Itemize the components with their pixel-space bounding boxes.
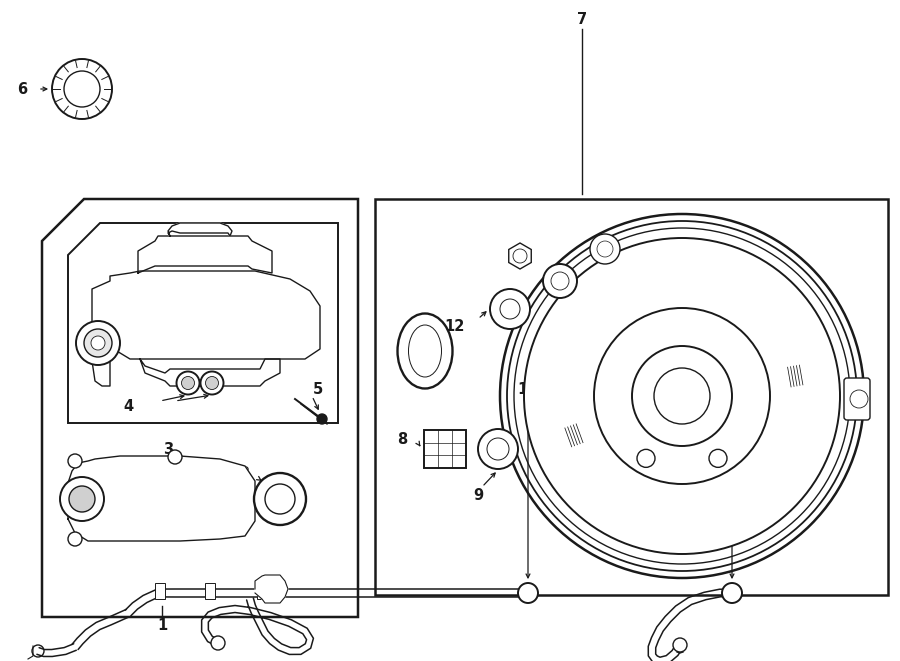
Polygon shape (138, 236, 272, 273)
Circle shape (524, 238, 840, 554)
Ellipse shape (409, 325, 442, 377)
Circle shape (52, 59, 112, 119)
Text: 12: 12 (445, 319, 465, 334)
Circle shape (490, 289, 530, 329)
FancyBboxPatch shape (844, 378, 870, 420)
Text: 3: 3 (163, 442, 173, 457)
Circle shape (201, 371, 223, 395)
Circle shape (590, 234, 620, 264)
Text: 10: 10 (722, 391, 742, 407)
Circle shape (79, 494, 93, 508)
Ellipse shape (398, 313, 453, 389)
Circle shape (673, 638, 687, 652)
Polygon shape (140, 359, 280, 386)
Circle shape (478, 429, 518, 469)
Polygon shape (68, 456, 255, 541)
Circle shape (84, 329, 112, 357)
Circle shape (168, 450, 182, 464)
Circle shape (182, 377, 194, 389)
Circle shape (543, 264, 577, 298)
Circle shape (60, 477, 104, 521)
Circle shape (68, 454, 82, 468)
Circle shape (518, 583, 538, 603)
Circle shape (76, 321, 120, 365)
Circle shape (211, 636, 225, 650)
Polygon shape (255, 575, 288, 603)
Circle shape (205, 377, 219, 389)
Polygon shape (168, 223, 232, 236)
Circle shape (722, 583, 742, 603)
Text: 7: 7 (577, 11, 587, 26)
Text: 1: 1 (157, 617, 167, 633)
Text: 5: 5 (313, 381, 323, 397)
Text: 4: 4 (123, 399, 133, 414)
Circle shape (68, 532, 82, 546)
Bar (375, 199, 888, 595)
Polygon shape (425, 429, 438, 493)
Bar (257, 583, 267, 599)
Text: 6: 6 (17, 81, 27, 97)
Polygon shape (92, 336, 110, 386)
Bar (424, 430, 466, 468)
Circle shape (64, 71, 100, 107)
Circle shape (91, 336, 105, 350)
Text: 9: 9 (472, 488, 483, 504)
Text: 2: 2 (240, 465, 250, 481)
Circle shape (709, 449, 727, 467)
Circle shape (637, 449, 655, 467)
Circle shape (265, 484, 295, 514)
Text: 11: 11 (518, 381, 538, 397)
Text: 8: 8 (397, 432, 407, 446)
Bar (155, 583, 165, 599)
Circle shape (317, 414, 327, 424)
Circle shape (176, 371, 200, 395)
Bar (205, 583, 215, 599)
Polygon shape (92, 271, 320, 359)
Circle shape (254, 473, 306, 525)
Polygon shape (508, 243, 531, 269)
Circle shape (69, 486, 95, 512)
